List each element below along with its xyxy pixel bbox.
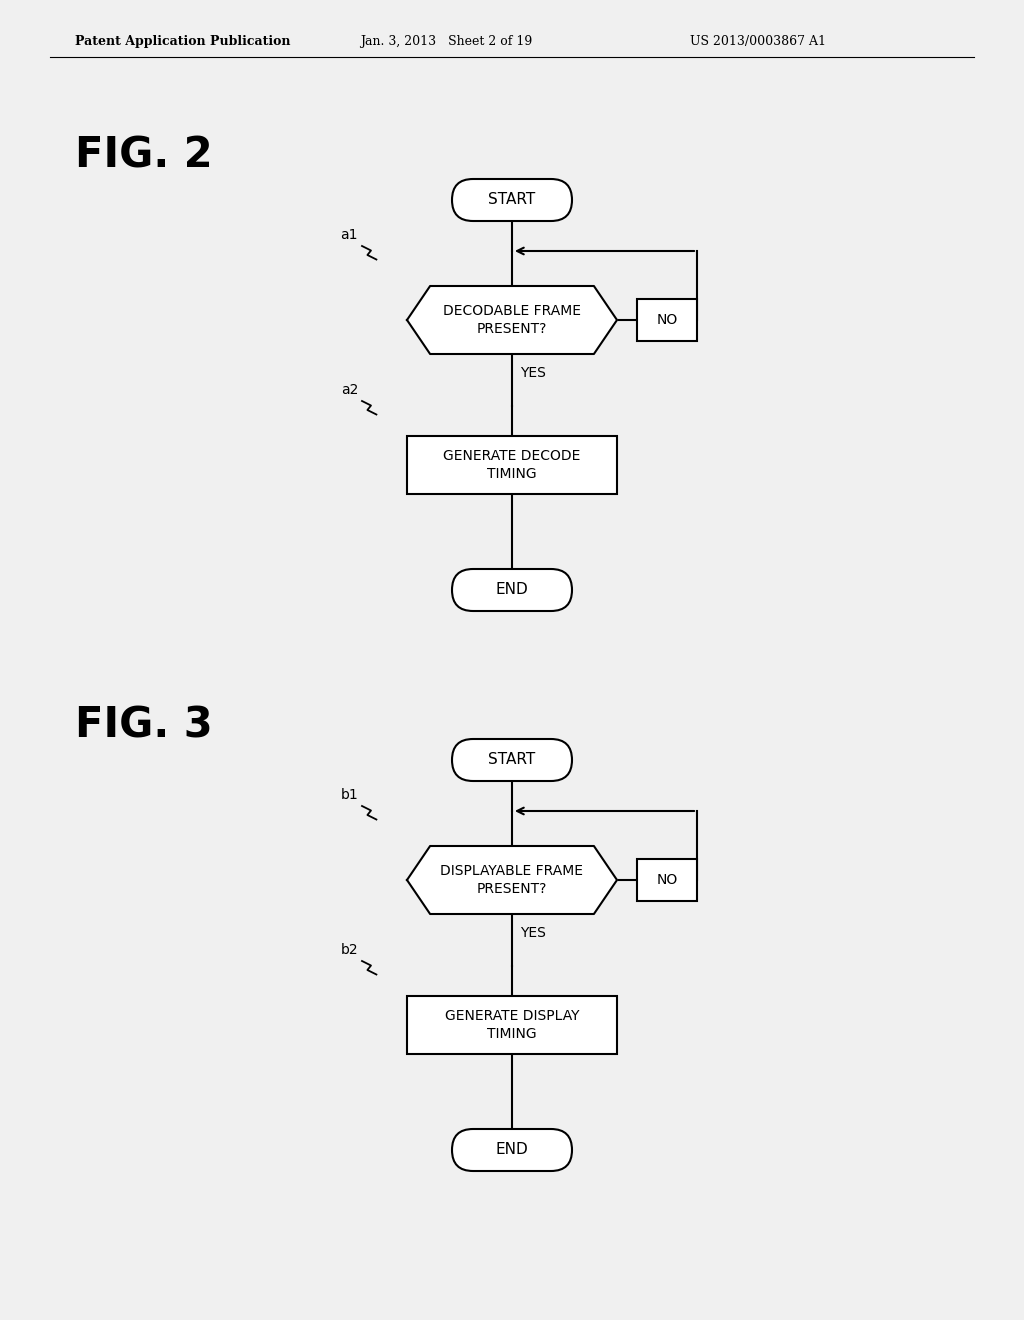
Text: END: END: [496, 582, 528, 598]
Text: US 2013/0003867 A1: US 2013/0003867 A1: [690, 36, 826, 48]
Text: YES: YES: [520, 927, 546, 940]
FancyBboxPatch shape: [452, 739, 572, 781]
Bar: [407, 997, 617, 1053]
Text: START: START: [488, 752, 536, 767]
Bar: [637, 300, 697, 341]
Text: GENERATE DECODE
TIMING: GENERATE DECODE TIMING: [443, 449, 581, 482]
Text: GENERATE DISPLAY
TIMING: GENERATE DISPLAY TIMING: [444, 1008, 580, 1041]
Text: DISPLAYABLE FRAME
PRESENT?: DISPLAYABLE FRAME PRESENT?: [440, 863, 584, 896]
Bar: [637, 859, 697, 902]
Text: Patent Application Publication: Patent Application Publication: [75, 36, 291, 48]
Bar: [407, 436, 617, 494]
Text: YES: YES: [520, 366, 546, 380]
Text: Jan. 3, 2013   Sheet 2 of 19: Jan. 3, 2013 Sheet 2 of 19: [360, 36, 532, 48]
Text: NO: NO: [656, 313, 678, 327]
Polygon shape: [407, 846, 617, 913]
Text: START: START: [488, 193, 536, 207]
Text: DECODABLE FRAME
PRESENT?: DECODABLE FRAME PRESENT?: [443, 304, 581, 337]
Text: b1: b1: [340, 788, 358, 803]
FancyBboxPatch shape: [452, 569, 572, 611]
Polygon shape: [407, 286, 617, 354]
Text: a1: a1: [341, 228, 358, 242]
Text: FIG. 2: FIG. 2: [75, 135, 213, 177]
Text: END: END: [496, 1143, 528, 1158]
Text: a2: a2: [341, 383, 358, 397]
FancyBboxPatch shape: [452, 180, 572, 220]
FancyBboxPatch shape: [452, 1129, 572, 1171]
Text: NO: NO: [656, 873, 678, 887]
Text: b2: b2: [340, 942, 358, 957]
Text: FIG. 3: FIG. 3: [75, 705, 213, 747]
